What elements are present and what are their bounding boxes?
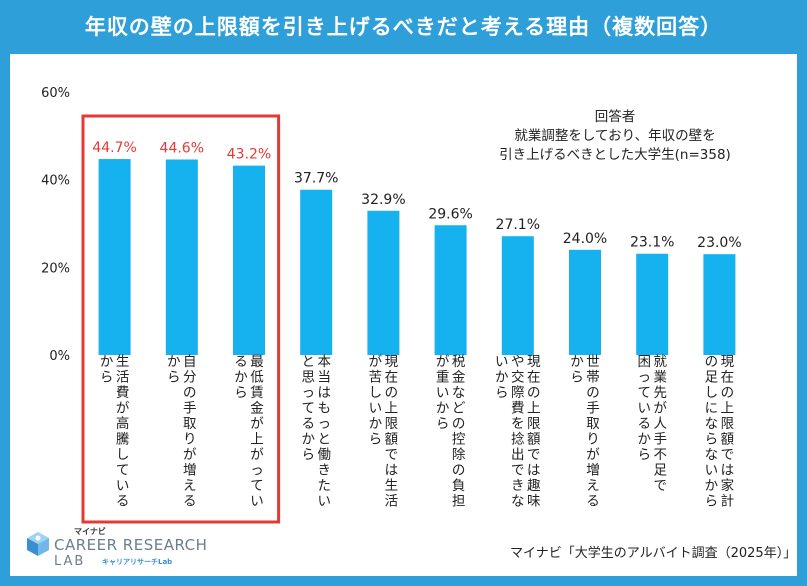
data-label: 43.2% — [227, 147, 271, 163]
data-label: 23.1% — [630, 235, 674, 251]
bar — [233, 165, 265, 355]
logo-brand: マイナビ — [74, 527, 106, 536]
data-label: 44.6% — [160, 141, 204, 157]
respondent-note-line: 引き上げるべきとした大学生(n=358) — [499, 147, 731, 163]
logo-career-research: CAREER RESEARCH — [54, 536, 208, 554]
data-label: 29.6% — [428, 206, 472, 222]
y-tick-label: 20% — [41, 261, 70, 276]
cube-logo-icon — [27, 532, 49, 556]
chart-title: 年収の壁の上限額を引き上げるべきだと考える理由（複数回答） — [84, 15, 723, 39]
data-label: 32.9% — [361, 192, 405, 208]
career-research-lab-logo: マイナビ CAREER RESEARCH LAB キャリアリサーチLab — [24, 524, 224, 570]
y-tick-label: 0% — [49, 349, 70, 364]
category-label: 最低賃金が上がっているから — [234, 354, 264, 510]
logo-subtitle: キャリアリサーチLab — [102, 558, 173, 566]
data-label: 24.0% — [563, 231, 607, 247]
bar — [703, 254, 736, 355]
category-label: 本当はもっと働きたいと思ってるから — [301, 354, 331, 510]
category-label: 自分の手取りが増えるから — [167, 354, 197, 510]
category-label: 税金などの控除の負担が重いから — [436, 354, 466, 510]
bar — [636, 253, 669, 355]
bar — [501, 236, 534, 355]
category-label: 世帯の手取りが増えるから — [570, 354, 600, 510]
category-label: 現在の上限額では趣味や交際費を捻出できないから — [495, 354, 541, 510]
respondent-note-line: 就業調整をしており、年収の壁を — [514, 128, 716, 144]
data-label: 27.1% — [496, 217, 540, 233]
highlight-box — [81, 114, 281, 524]
chart-panel: 0% 20% 40% 60% 44.7% 生活費が高騰しているから 44.6% 自分の手取りが… — [10, 54, 797, 576]
logo-lab: LAB — [54, 554, 86, 569]
bar — [367, 210, 400, 355]
bar — [300, 189, 333, 355]
y-tick-label: 40% — [41, 174, 70, 189]
bar — [569, 249, 601, 355]
category-label: 現在の上限額では生活が苦しいから — [369, 354, 399, 510]
bar-chart: 0% 20% 40% 60% 44.7% 生活費が高騰しているから 44.6% 自分の手取りが… — [41, 86, 742, 524]
data-label: 44.7% — [92, 140, 136, 156]
respondent-note: 回答者 就業調整をしており、年収の壁を 引き上げるべきとした大学生(n=358) — [465, 108, 765, 165]
category-label: 生活費が高騰しているから — [100, 354, 130, 510]
source-credit: マイナビ「大学生のアルバイト調査（2025年）」 — [510, 546, 797, 561]
y-tick-label: 60% — [41, 86, 70, 101]
bar — [434, 225, 467, 355]
bar — [165, 159, 198, 355]
category-label: 現在の上限額では家計の足しにならないから — [705, 354, 735, 510]
respondent-note-heading: 回答者 — [594, 109, 636, 125]
category-label: 就業先が人手不足で困っているから — [637, 354, 667, 494]
bar — [98, 159, 131, 355]
data-label: 37.7% — [294, 171, 338, 187]
data-label: 23.0% — [697, 235, 741, 251]
